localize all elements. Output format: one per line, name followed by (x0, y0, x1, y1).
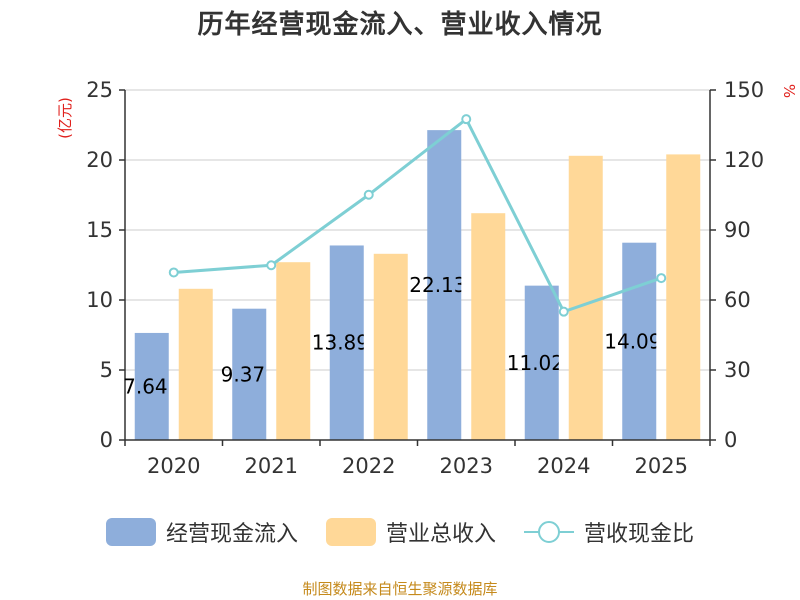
bar-cash-inflow (427, 130, 462, 440)
bar-revenue (276, 262, 311, 440)
right-axis-tick-label: 0 (724, 428, 737, 452)
x-axis-tick-label: 2020 (147, 454, 200, 478)
legend-line-marker-icon (524, 518, 574, 546)
legend-swatch-cash-inflow (105, 518, 156, 546)
bar-revenue (471, 213, 506, 440)
legend: 经营现金流入 营业总收入 营收现金比 (0, 516, 800, 548)
left-axis-tick-label: 15 (86, 218, 113, 242)
chart-title: 历年经营现金流入、营业收入情况 (197, 10, 603, 40)
x-axis-tick-label: 2021 (245, 454, 298, 478)
bar-cash-inflow (134, 332, 169, 440)
x-axis-tick-label: 2024 (537, 454, 590, 478)
legend-label-cash-ratio: 营收现金比 (584, 522, 695, 547)
left-axis-tick-label: 10 (86, 288, 113, 312)
right-axis-tick-label: 30 (724, 358, 751, 382)
legend-label-cash-inflow: 经营现金流入 (165, 522, 298, 547)
line-point-cash-ratio (461, 114, 472, 125)
bar-value-label: 9.379 (221, 362, 278, 386)
left-axis-tick-label: 0 (100, 428, 113, 452)
left-axis-unit: (亿元) (56, 97, 74, 139)
x-axis-tick-label: 2023 (440, 454, 493, 478)
left-axis-tick-label: 20 (86, 148, 113, 172)
bar-value-label: 7.647 (123, 374, 180, 398)
bar-cash-inflow (232, 308, 267, 440)
line-point-cash-ratio (558, 306, 569, 317)
right-axis-tick-label: 150 (724, 78, 764, 102)
left-axis-tick-label: 25 (86, 78, 113, 102)
line-point-cash-ratio (266, 260, 277, 271)
legend-item-cash-inflow[interactable]: 经营现金流入 (105, 516, 298, 548)
x-axis-tick-label: 2022 (342, 454, 395, 478)
bar-cash-inflow (329, 245, 364, 440)
bar-value-label: 14.093 (604, 329, 674, 353)
bar-revenue (373, 253, 408, 440)
bar-revenue (666, 154, 701, 440)
x-axis-tick-label: 2025 (635, 454, 688, 478)
bar-value-label: 11.025 (507, 351, 577, 375)
left-axis-tick-label: 5 (100, 358, 113, 382)
legend-label-revenue: 营业总收入 (385, 522, 496, 547)
bar-revenue (178, 288, 213, 440)
bar-value-label: 22.134 (409, 273, 479, 297)
bar-revenue (568, 155, 603, 441)
source-note: 制图数据来自恒生聚源数据库 (302, 580, 498, 598)
bar-cash-inflow (524, 285, 559, 440)
legend-item-revenue[interactable]: 营业总收入 (325, 516, 496, 548)
right-axis-tick-label: 60 (724, 288, 751, 312)
line-point-cash-ratio (363, 189, 374, 200)
right-axis-tick-label: 120 (724, 148, 764, 172)
bar-value-label: 13.895 (312, 331, 382, 355)
line-cash-ratio (173, 116, 662, 314)
right-axis-unit: % (780, 84, 798, 98)
line-point-cash-ratio (168, 267, 179, 278)
bar-cash-inflow (622, 242, 657, 440)
right-axis-tick-label: 90 (724, 218, 751, 242)
legend-item-cash-ratio[interactable]: 营收现金比 (524, 516, 694, 548)
legend-swatch-revenue (325, 518, 376, 546)
line-point-cash-ratio (656, 273, 667, 284)
